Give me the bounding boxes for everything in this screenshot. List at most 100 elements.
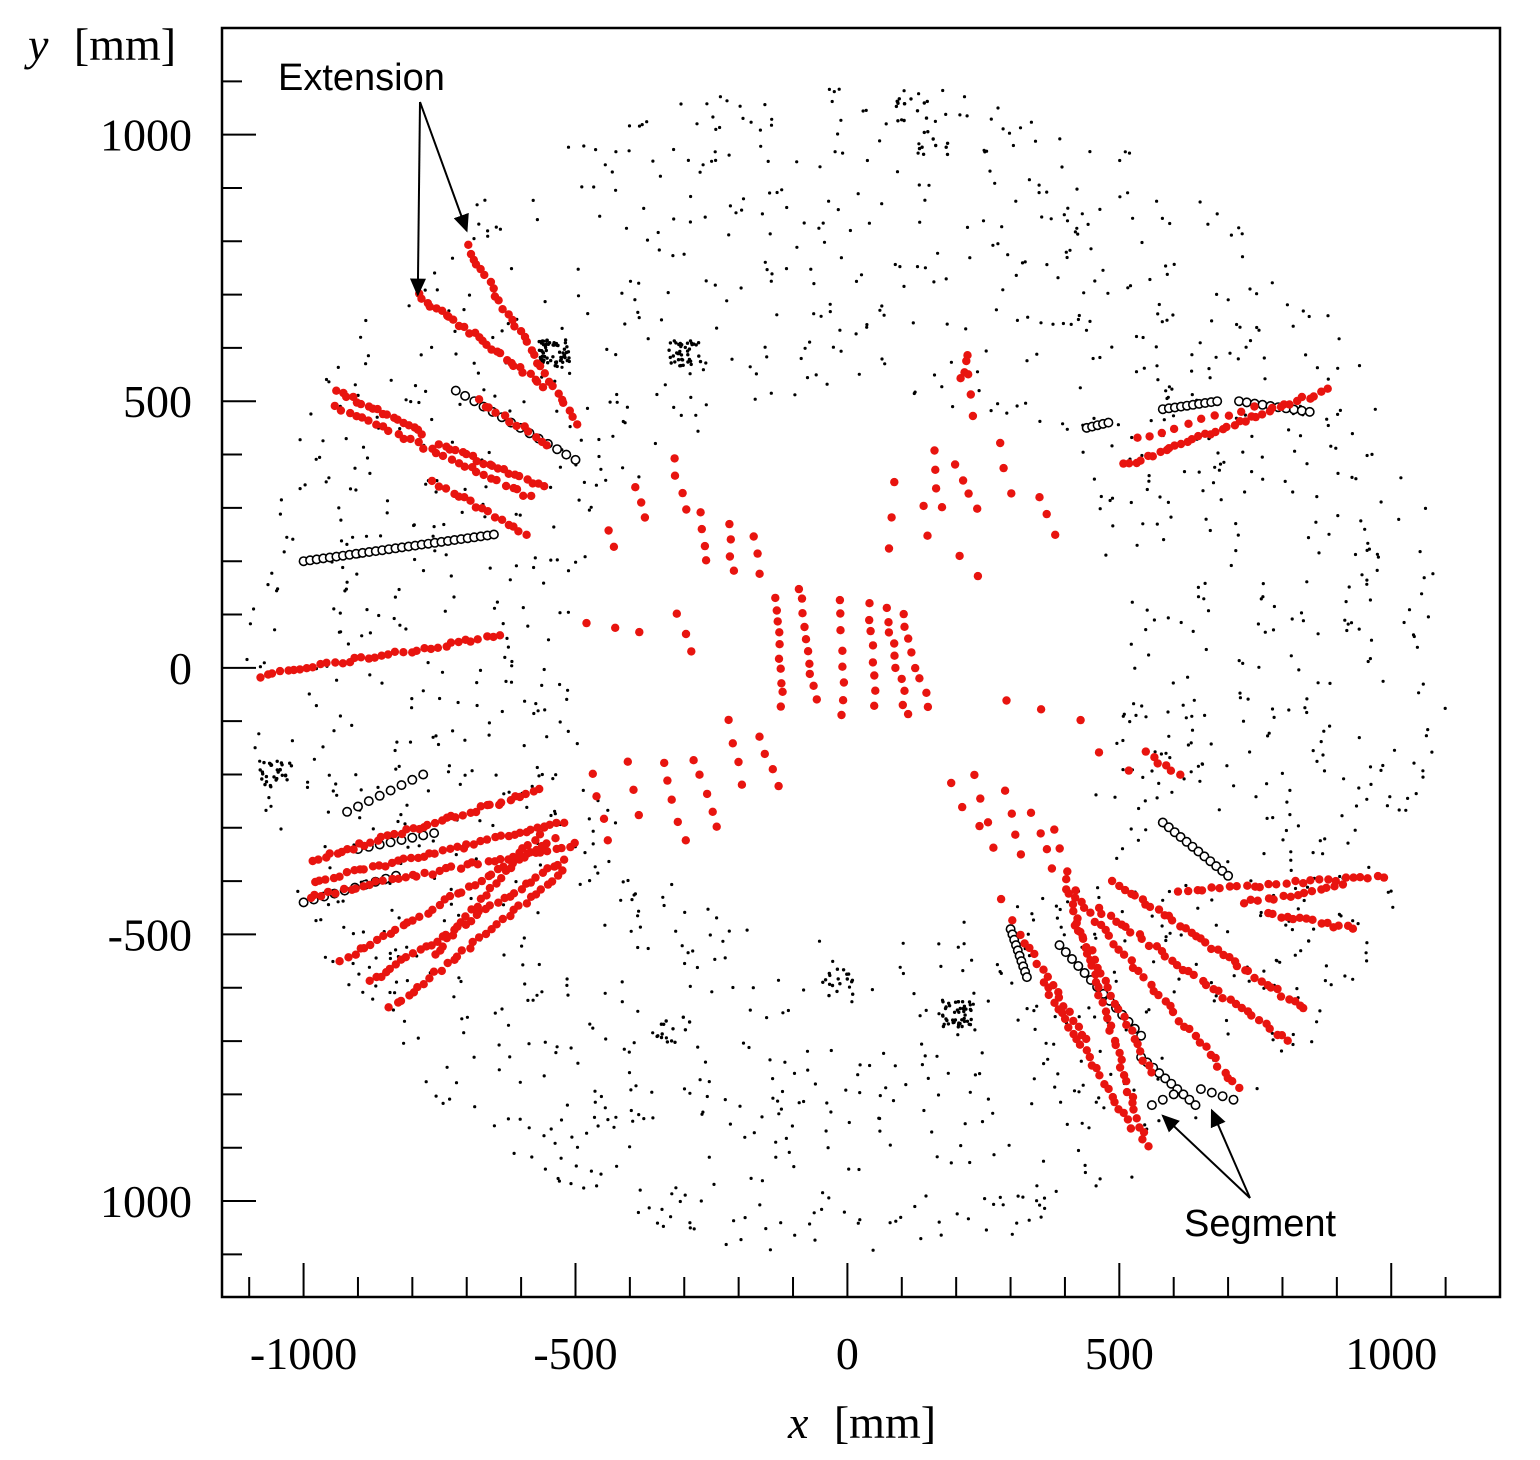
hit-point: [441, 1101, 445, 1105]
track-point: [1187, 435, 1197, 444]
hit-cluster-point: [965, 1019, 970, 1023]
track-point: [509, 361, 518, 371]
track-point: [911, 663, 920, 673]
hit-point: [1196, 595, 1201, 599]
track-point: [1138, 1135, 1147, 1144]
track-point: [464, 240, 473, 249]
hit-cluster-point: [678, 349, 682, 354]
hit-cluster-point: [260, 777, 264, 781]
hit-point: [1041, 896, 1045, 901]
hit-point: [809, 267, 813, 271]
track-point: [996, 438, 1005, 448]
hit-point: [715, 326, 719, 330]
hit-point: [335, 793, 339, 797]
hit-point: [847, 1120, 851, 1125]
track-point: [870, 701, 879, 710]
hit-point: [1033, 139, 1038, 143]
hit-cluster-point: [969, 1017, 973, 1022]
hit-point: [1038, 1203, 1042, 1207]
hit-point: [1093, 1015, 1097, 1019]
hit-point: [1077, 1090, 1081, 1094]
hit-cluster-point: [961, 1006, 965, 1011]
track-point: [1098, 998, 1107, 1007]
hit-point: [1157, 1119, 1161, 1123]
hit-point: [995, 963, 1000, 967]
hit-point: [518, 1117, 522, 1121]
track-point: [1341, 873, 1351, 882]
hit-point: [1270, 1031, 1274, 1035]
track-point: [1091, 970, 1100, 979]
hit-point: [703, 1060, 708, 1064]
hit-point: [1110, 345, 1114, 349]
hit-point: [741, 116, 745, 120]
track-point: [1036, 829, 1045, 838]
hit-point: [894, 1219, 898, 1223]
hit-point: [935, 1054, 939, 1058]
hit-cluster-point: [902, 102, 907, 106]
hit-point: [1182, 777, 1186, 781]
hit-point: [996, 402, 1000, 406]
hit-point: [472, 1055, 476, 1059]
hit-point: [657, 248, 661, 252]
hit-point: [1350, 432, 1354, 436]
hit-point: [534, 702, 538, 706]
hit-point: [727, 153, 731, 157]
hit-point: [1346, 841, 1350, 845]
hit-point: [865, 325, 869, 329]
hit-point: [624, 226, 629, 230]
hit-cluster-point: [679, 353, 684, 357]
hit-point: [314, 919, 318, 923]
hit-point: [775, 190, 779, 195]
hit-point: [674, 1186, 678, 1190]
hit-point: [946, 1071, 950, 1075]
hit-point: [434, 490, 438, 494]
track-point: [1224, 411, 1234, 420]
hit-point: [1241, 450, 1245, 454]
hit-point: [542, 1134, 546, 1138]
hit-cluster-point: [549, 358, 553, 363]
hit-point: [432, 525, 436, 529]
track-point: [1197, 886, 1207, 895]
hit-point: [1158, 495, 1162, 499]
hit-point: [434, 1094, 438, 1098]
hit-point: [961, 969, 965, 973]
track-point: [476, 802, 485, 811]
track-point: [474, 395, 484, 404]
hit-point: [1357, 786, 1361, 790]
track-point: [1039, 965, 1048, 974]
track-point: [890, 477, 899, 487]
hit-point: [1263, 630, 1267, 634]
hit-point: [971, 1002, 975, 1006]
hit-point: [1305, 885, 1310, 889]
hit-point: [705, 1094, 709, 1099]
hit-point: [1143, 799, 1147, 803]
hit-point: [701, 163, 705, 167]
hit-point: [1291, 324, 1295, 328]
hit-cluster-point: [945, 141, 950, 145]
hit-point: [1219, 498, 1223, 502]
hit-cluster-point: [289, 764, 294, 768]
segment-point: [450, 385, 461, 396]
track-point: [670, 471, 680, 480]
hit-point: [614, 353, 618, 357]
track-point: [1072, 918, 1081, 928]
hit-point: [366, 354, 370, 358]
track-point: [1025, 943, 1034, 953]
hit-cluster-point: [685, 341, 690, 345]
track-point: [809, 681, 818, 690]
track-point: [460, 322, 469, 332]
hit-point: [1179, 933, 1183, 937]
track-point: [1297, 392, 1307, 402]
hit-point: [1091, 356, 1095, 361]
track-point: [321, 875, 330, 884]
hit-point: [1156, 312, 1160, 316]
hit-point: [913, 1204, 917, 1209]
hit-point: [1059, 925, 1063, 929]
track-point: [1126, 1124, 1136, 1133]
hit-point: [486, 229, 490, 233]
hit-point: [1431, 572, 1435, 576]
track-point: [559, 398, 568, 407]
hit-cluster-point: [272, 775, 276, 779]
track-point: [339, 884, 349, 894]
hit-point: [1287, 428, 1291, 432]
